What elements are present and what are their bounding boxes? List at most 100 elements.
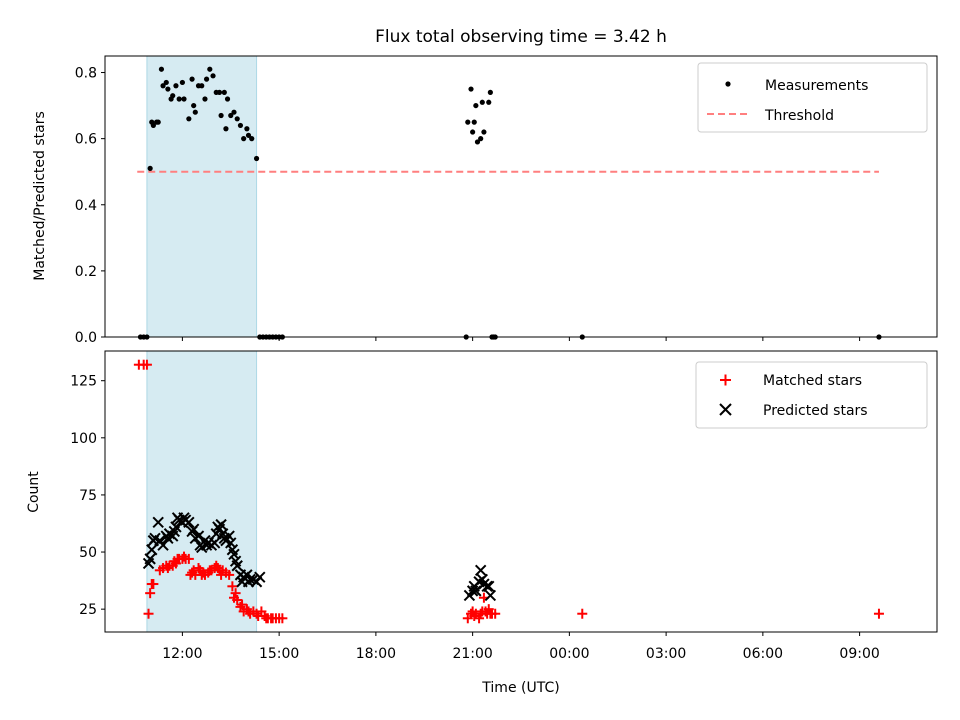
x-tick-label: 00:00 <box>549 646 589 662</box>
legend-measurements-marker <box>725 81 731 87</box>
legend-measurements-label: Measurements <box>765 78 868 94</box>
bottom-y-tick-label: 100 <box>70 431 97 447</box>
measurement-point <box>202 96 208 102</box>
measurement-point <box>468 86 474 92</box>
measurement-point <box>481 129 487 135</box>
x-axis-label: Time (UTC) <box>481 680 559 696</box>
measurement-point <box>158 66 165 72</box>
measurement-point <box>155 119 161 125</box>
measurement-point <box>231 109 237 115</box>
top-y-tick-label: 0.0 <box>75 330 97 346</box>
measurement-point <box>216 89 223 95</box>
predicted-star-point <box>215 518 227 531</box>
bottom-y-ticks: 25 50 75 100 125 <box>70 374 105 618</box>
predicted-star-point <box>484 589 497 602</box>
bottom-y-axis-label: Count <box>26 471 42 513</box>
bottom-y-tick-label: 125 <box>70 374 97 390</box>
top-y-axis-label: Matched/Predicted stars <box>32 111 48 281</box>
x-tick-label: 21:00 <box>452 646 492 662</box>
matched-star-point <box>145 588 156 599</box>
predicted-star-point <box>144 553 156 565</box>
top-x-ticks <box>181 337 861 341</box>
measurement-point <box>176 96 182 102</box>
predicted-star-point <box>170 521 182 533</box>
top-y-tick-label: 0.4 <box>75 198 97 214</box>
top-panel: 0.00.20.40.60.8 Matched/Predicted stars … <box>32 55 938 346</box>
measurement-point <box>150 122 156 129</box>
measurement-point <box>478 136 484 142</box>
x-tick-label: 18:00 <box>356 646 396 662</box>
matched-star-point <box>490 608 501 619</box>
predicted-star-point <box>228 548 240 561</box>
bottom-shaded-interval <box>146 350 258 633</box>
matched-star-point <box>141 359 152 370</box>
top-plot-marks <box>137 66 882 340</box>
top-axes-frame <box>104 55 938 338</box>
predicted-star-point <box>152 516 164 529</box>
measurement-point <box>179 79 185 86</box>
legend-matched-label: Matched stars <box>763 373 862 389</box>
measurement-point <box>165 86 171 92</box>
measurement-point <box>218 112 224 119</box>
x-tick-label: 06:00 <box>743 646 783 662</box>
measurement-point <box>160 83 166 89</box>
measurement-point <box>186 116 192 122</box>
chart-title: Flux total observing time = 3.42 h <box>375 27 667 47</box>
measurement-point <box>474 139 481 145</box>
measurement-point <box>487 89 493 95</box>
matched-star-point <box>227 581 238 592</box>
matched-star-point <box>237 599 248 610</box>
measurement-point <box>210 73 216 79</box>
bottom-y-tick-label: 75 <box>79 488 97 504</box>
matched-star-point <box>148 579 159 590</box>
bottom-axes-frame <box>104 350 938 633</box>
matched-star-point <box>873 608 884 619</box>
predicted-star-point <box>474 564 487 577</box>
measurement-point <box>253 155 260 162</box>
measurement-point <box>192 109 198 115</box>
matched-star-point <box>162 563 173 574</box>
predicted-star-point <box>157 539 169 551</box>
legend-predicted-marker <box>719 403 732 416</box>
matched-star-point <box>230 588 241 599</box>
measurement-point <box>465 119 471 125</box>
measurement-point <box>244 126 250 132</box>
predicted-star-point <box>481 580 493 593</box>
predicted-star-point <box>192 530 205 542</box>
measurement-point <box>470 129 476 135</box>
top-shaded-interval <box>146 55 258 338</box>
measurement-point <box>471 119 477 125</box>
measurement-point <box>241 136 247 142</box>
measurement-point <box>479 99 485 105</box>
matched-star-point <box>143 608 154 619</box>
measurement-point <box>249 136 255 142</box>
top-legend-frame <box>697 62 928 133</box>
predicted-star-point <box>183 516 195 529</box>
measurement-point <box>203 76 210 82</box>
bottom-legend: Matched stars Predicted stars <box>695 361 928 429</box>
top-y-ticks: 0.0 0.2 0.4 0.6 0.8 <box>75 66 105 346</box>
bottom-y-tick-label: 50 <box>79 545 97 561</box>
predicted-star-point <box>231 560 243 572</box>
measurement-point <box>223 126 229 132</box>
measurement-point <box>173 83 179 89</box>
legend-predicted-label: Predicted stars <box>763 403 868 419</box>
top-y-tick-label: 0.2 <box>75 264 97 280</box>
x-tick-label: 03:00 <box>646 646 686 662</box>
matched-star-point <box>474 613 485 624</box>
measurement-point <box>245 132 252 138</box>
predicted-star-point <box>244 573 256 586</box>
measurement-point <box>207 66 213 72</box>
measurement-point <box>228 112 234 119</box>
measurement-point <box>234 116 240 122</box>
bottom-shade-rect <box>146 350 258 633</box>
x-tick-label: 12:00 <box>162 646 202 662</box>
measurement-point <box>163 79 169 86</box>
matched-star-point <box>469 611 480 622</box>
predicted-star-point <box>483 580 495 593</box>
predicted-star-point <box>225 537 237 549</box>
top-legend: Measurements Threshold <box>697 62 928 133</box>
measurement-point <box>224 96 231 102</box>
measurement-point <box>221 89 227 95</box>
